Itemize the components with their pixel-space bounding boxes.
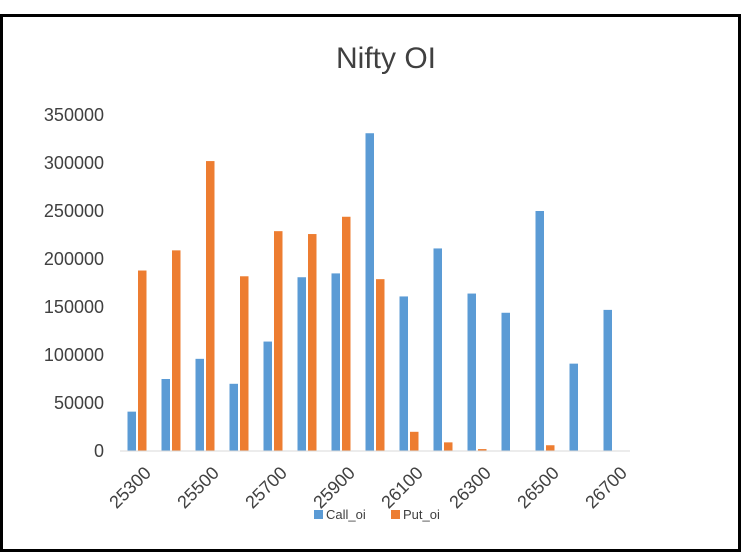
bar-put-oi-25800	[308, 234, 317, 451]
x-tick-label: 26300	[445, 463, 495, 513]
bar-put-oi-25600	[240, 276, 249, 451]
legend-swatch-put	[391, 510, 400, 519]
bar-call-oi-25500	[195, 358, 204, 451]
x-axis: 25300 25500 25700 25900 26100 26300 26500 26700	[105, 463, 631, 513]
bar-put-oi-26200	[444, 442, 453, 451]
bar-call-oi-26200	[433, 248, 442, 451]
bar-put-oi-25500	[206, 161, 215, 451]
y-axis: 0 50000 100000 150000 200000 250000 300000 3500…	[44, 105, 104, 461]
y-tick-label: 50000	[54, 393, 104, 413]
legend: Call_oi Put_oi	[314, 507, 440, 522]
chart-title: Nifty OI	[336, 42, 436, 75]
y-tick-label: 0	[94, 441, 104, 461]
bar-call-oi-26300	[467, 293, 476, 451]
x-tick-label: 26100	[377, 463, 427, 513]
x-tick-label: 26500	[513, 463, 563, 513]
x-tick-label: 25500	[173, 463, 223, 513]
legend-swatch-call	[314, 510, 323, 519]
bar-put-oi-26500	[546, 445, 555, 451]
y-tick-label: 100000	[44, 345, 104, 365]
x-tick-label: 25300	[105, 463, 155, 513]
legend-label-put: Put_oi	[403, 507, 440, 522]
bar-call-oi-25700	[263, 341, 272, 451]
y-tick-label: 250000	[44, 201, 104, 221]
bar-call-oi-25400	[161, 379, 170, 451]
y-tick-label: 300000	[44, 153, 104, 173]
bar-put-oi-25900	[342, 216, 351, 451]
bars-group	[127, 133, 612, 452]
bar-call-oi-25300	[127, 411, 136, 451]
bar-call-oi-26500	[535, 211, 544, 451]
bar-put-oi-26300	[478, 449, 487, 451]
x-tick-label: 26700	[581, 463, 631, 513]
x-tick-label: 25900	[309, 463, 359, 513]
legend-label-call: Call_oi	[326, 507, 366, 522]
bar-put-oi-25700	[274, 231, 283, 451]
bar-put-oi-26100	[410, 431, 419, 451]
y-tick-label: 150000	[44, 297, 104, 317]
bar-call-oi-26000	[365, 133, 374, 452]
bar-put-oi-26000	[376, 279, 385, 451]
bar-call-oi-25800	[297, 277, 306, 451]
bar-call-oi-26100	[399, 296, 408, 451]
bar-call-oi-26400	[501, 312, 510, 451]
bar-call-oi-25600	[229, 383, 238, 451]
y-tick-label: 200000	[44, 249, 104, 269]
bar-put-oi-25300	[138, 270, 147, 451]
bar-call-oi-26700	[603, 309, 612, 451]
bar-call-oi-26600	[569, 363, 578, 451]
bar-put-oi-25400	[172, 250, 181, 451]
bar-call-oi-25900	[331, 273, 340, 451]
y-tick-label: 350000	[44, 105, 104, 125]
x-tick-label: 25700	[241, 463, 291, 513]
